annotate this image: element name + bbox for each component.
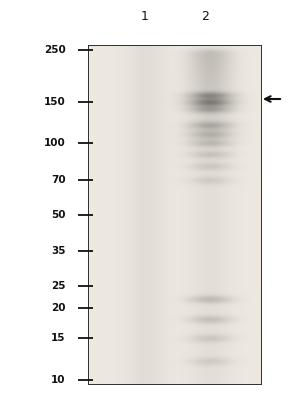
Text: 1: 1 (141, 10, 149, 23)
Text: 70: 70 (51, 175, 66, 185)
Text: 150: 150 (44, 97, 66, 107)
Text: 10: 10 (51, 375, 66, 385)
Text: 20: 20 (51, 303, 66, 313)
Text: 15: 15 (51, 333, 66, 343)
Text: 35: 35 (51, 246, 66, 256)
Text: 100: 100 (44, 138, 66, 148)
Text: 25: 25 (51, 281, 66, 291)
Text: 50: 50 (51, 210, 66, 220)
Text: 2: 2 (201, 10, 209, 23)
Text: 250: 250 (44, 45, 66, 55)
